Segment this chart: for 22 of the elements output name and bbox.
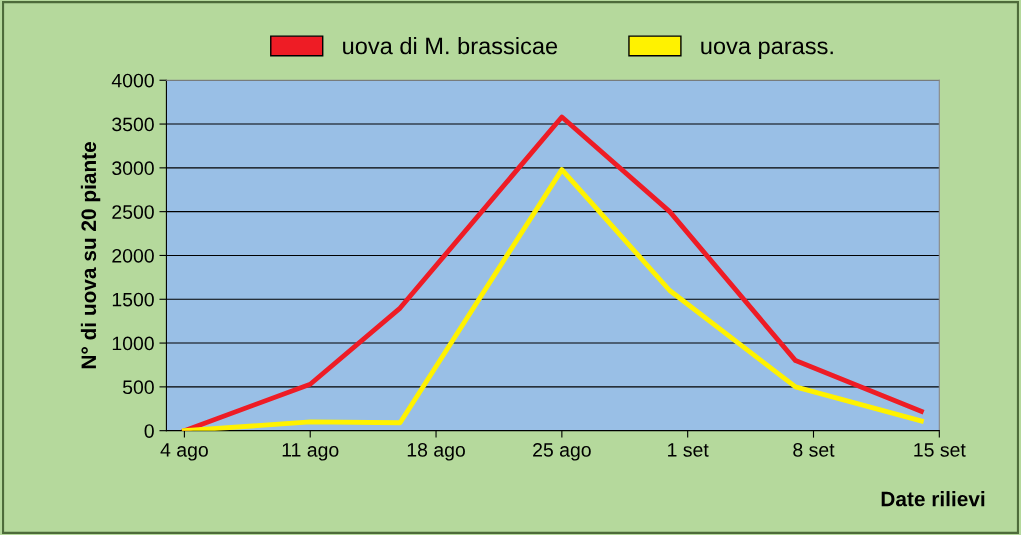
y-tick-label: 3500	[112, 117, 154, 132]
x-tick-label: 8 set	[793, 442, 835, 457]
line-series	[181, 114, 924, 431]
line-series	[181, 167, 924, 431]
y-tick-label: 2500	[112, 205, 154, 219]
x-tick-label: 4 ago	[160, 443, 208, 461]
legend-label: uova di M. brassicae	[343, 36, 558, 55]
x-axis-title: Date rilievi	[881, 491, 985, 507]
y-tick-label: 500	[122, 380, 154, 395]
legend-label: uova parass.	[701, 41, 833, 59]
y-tick-label: 2000	[112, 248, 154, 263]
x-tick-label: 11 ago	[282, 443, 339, 461]
y-tick-label: 3000	[112, 161, 154, 176]
y-tick-label: 0	[144, 424, 154, 438]
x-tick-label: 18 ago	[407, 442, 465, 461]
y-axis-title: N° di uova su 20 piante	[80, 142, 101, 369]
x-tick-label: 15 set	[914, 443, 966, 457]
y-tick-label: 1000	[112, 336, 154, 351]
y-tick-label: 4000	[111, 73, 154, 88]
x-tick-label: 1 set	[668, 443, 709, 457]
x-tick-label: 25 ago	[533, 442, 591, 461]
y-tick-label: 1500	[112, 292, 154, 307]
